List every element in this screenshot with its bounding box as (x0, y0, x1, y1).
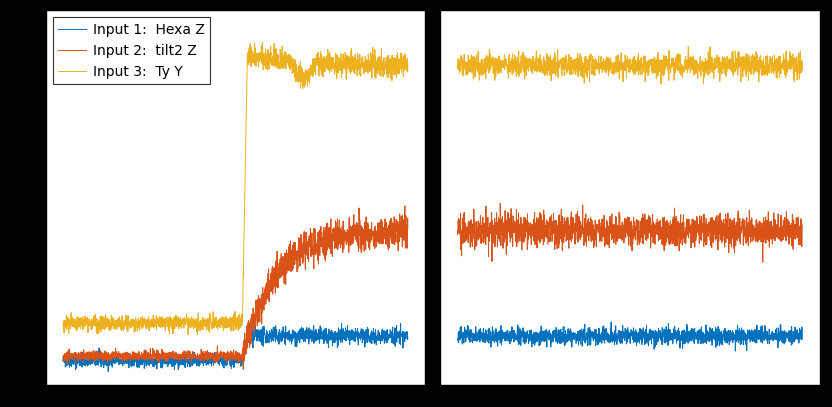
Input 2:  tilt2 Z: (0.051, -0.0481): tilt2 Z: (0.051, -0.0481) (76, 356, 86, 361)
Input 1:  Hexa Z: (0.46, -0.0453): Hexa Z: (0.46, -0.0453) (216, 355, 226, 360)
Input 1:  Hexa Z: (0, -0.0505): Hexa Z: (0, -0.0505) (58, 357, 68, 361)
Line: Input 1:  Hexa Z: Input 1: Hexa Z (63, 323, 408, 372)
Input 1:  Hexa Z: (0.051, -0.0581): Hexa Z: (0.051, -0.0581) (76, 359, 86, 364)
Input 1:  Hexa Z: (0.972, 0.00822): Hexa Z: (0.972, 0.00822) (394, 335, 404, 340)
Input 3:  Ty Y: (0, 0.0394): Ty Y: (0, 0.0394) (58, 324, 68, 328)
Input 3:  Ty Y: (0.46, 0.0646): Ty Y: (0.46, 0.0646) (216, 314, 226, 319)
Input 1:  Hexa Z: (0.808, 0.0471): Hexa Z: (0.808, 0.0471) (337, 321, 347, 326)
Input 3:  Ty Y: (0.972, 0.728): Ty Y: (0.972, 0.728) (394, 71, 404, 76)
Input 3:  Ty Y: (0.487, 0.0271): Ty Y: (0.487, 0.0271) (225, 328, 235, 333)
Input 1:  Hexa Z: (0.971, 0.015): Hexa Z: (0.971, 0.015) (393, 333, 403, 337)
Input 1:  Hexa Z: (0.788, 0.0116): Hexa Z: (0.788, 0.0116) (329, 334, 339, 339)
Input 2:  tilt2 Z: (1, 0.306): tilt2 Z: (1, 0.306) (403, 226, 413, 231)
Input 3:  Ty Y: (0.579, 0.813): Ty Y: (0.579, 0.813) (258, 40, 268, 45)
Input 3:  Ty Y: (0.788, 0.745): Ty Y: (0.788, 0.745) (329, 65, 339, 70)
Input 2:  tilt2 Z: (0.46, -0.0329): tilt2 Z: (0.46, -0.0329) (216, 350, 226, 355)
Input 3:  Ty Y: (0.971, 0.752): Ty Y: (0.971, 0.752) (393, 62, 403, 67)
Input 2:  tilt2 Z: (0.971, 0.324): tilt2 Z: (0.971, 0.324) (393, 219, 403, 224)
Input 2:  tilt2 Z: (0.788, 0.285): tilt2 Z: (0.788, 0.285) (329, 233, 339, 238)
Input 2:  tilt2 Z: (0.523, -0.0783): tilt2 Z: (0.523, -0.0783) (238, 367, 248, 372)
Line: Input 3:  Ty Y: Input 3: Ty Y (63, 42, 408, 335)
Input 3:  Ty Y: (1, 0.734): Ty Y: (1, 0.734) (403, 69, 413, 74)
Input 2:  tilt2 Z: (0.991, 0.367): tilt2 Z: (0.991, 0.367) (400, 204, 410, 208)
Line: Input 2:  tilt2 Z: Input 2: tilt2 Z (63, 206, 408, 369)
Input 2:  tilt2 Z: (0.971, 0.284): tilt2 Z: (0.971, 0.284) (393, 234, 403, 239)
Input 1:  Hexa Z: (0.487, -0.0609): Hexa Z: (0.487, -0.0609) (225, 361, 235, 365)
Legend: Input 1:  Hexa Z, Input 2:  tilt2 Z, Input 3:  Ty Y: Input 1: Hexa Z, Input 2: tilt2 Z, Input… (52, 17, 210, 84)
Input 2:  tilt2 Z: (0.486, -0.0516): tilt2 Z: (0.486, -0.0516) (225, 357, 235, 362)
Input 1:  Hexa Z: (0.131, -0.0842): Hexa Z: (0.131, -0.0842) (103, 369, 113, 374)
Input 3:  Ty Y: (0.051, 0.0615): Ty Y: (0.051, 0.0615) (76, 315, 86, 320)
Input 3:  Ty Y: (0.39, 0.0162): Ty Y: (0.39, 0.0162) (192, 332, 202, 337)
Input 1:  Hexa Z: (1, 0.00381): Hexa Z: (1, 0.00381) (403, 337, 413, 341)
Y-axis label: Displacement [m]: Displacement [m] (436, 129, 450, 266)
Input 2:  tilt2 Z: (0, -0.0467): tilt2 Z: (0, -0.0467) (58, 355, 68, 360)
